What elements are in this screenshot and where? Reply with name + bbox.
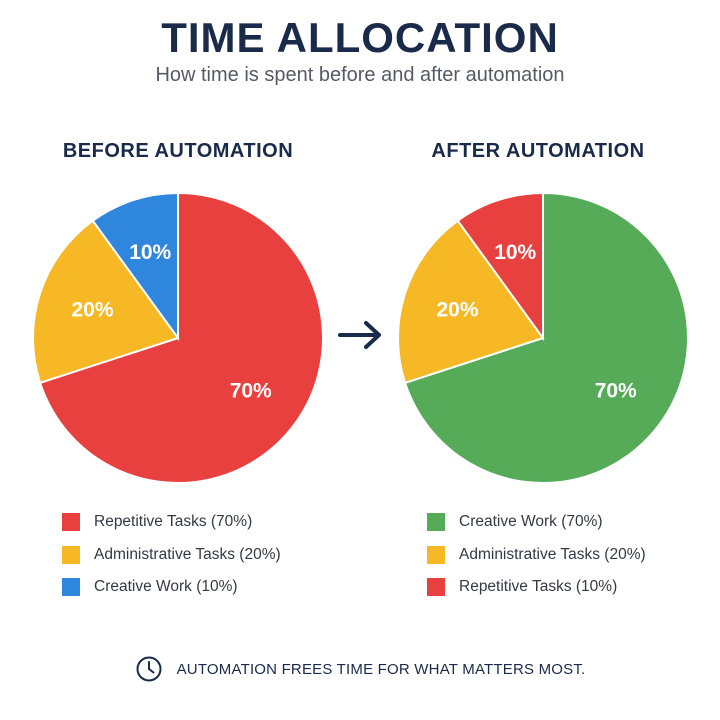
after-legend-label: Creative Work (70%) (459, 513, 603, 531)
before-legend-label: Creative Work (10%) (94, 578, 238, 596)
after-slice-creative-work (403, 191, 689, 484)
after-slice-label: 10% (494, 241, 536, 264)
clock-icon (136, 656, 162, 682)
after-pie-chart: 70% 20% 10% (397, 191, 689, 484)
before-legend-item: Creative Work (10%) (62, 571, 281, 604)
after-legend-swatch (427, 513, 445, 532)
before-pie-chart: 70% 20% 10% (32, 191, 324, 484)
after-slice-administrative-tasks (397, 219, 545, 385)
page-subtitle: How time is spent before and after autom… (155, 64, 565, 86)
before-legend-item: Repetitive Tasks (70%) (62, 506, 281, 539)
before-slice-administrative-tasks (32, 219, 180, 385)
after-slice-repetitive-tasks (456, 191, 544, 342)
after-legend-item: Administrative Tasks (20%) (427, 539, 646, 572)
before-slice-label: 70% (230, 379, 272, 402)
before-legend-label: Repetitive Tasks (70%) (94, 513, 253, 531)
arrow-right-icon (338, 321, 381, 349)
after-legend-item: Creative Work (70%) (427, 506, 646, 539)
after-chart-title: AFTER AUTOMATION (431, 140, 645, 162)
page-title: TIME ALLOCATION (161, 14, 559, 61)
before-slice-repetitive-tasks (38, 191, 324, 484)
after-legend-item: Repetitive Tasks (10%) (427, 571, 646, 604)
after-legend-swatch (427, 578, 445, 597)
after-slice-label: 70% (595, 379, 637, 402)
before-slice-label: 20% (71, 299, 113, 322)
before-legend: Repetitive Tasks (70%) Administrative Tas… (62, 506, 281, 604)
before-legend-item: Administrative Tasks (20%) (62, 539, 281, 572)
before-chart-title: BEFORE AUTOMATION (62, 140, 294, 162)
before-legend-swatch (62, 578, 80, 597)
footer-text: AUTOMATION FREES TIME FOR WHAT MATTERS M… (176, 660, 586, 678)
before-legend-swatch (62, 545, 80, 564)
after-legend-swatch (427, 545, 445, 564)
before-slice-creative-work (91, 191, 179, 342)
footer: AUTOMATION FREES TIME FOR WHAT MATTERS M… (0, 655, 720, 683)
after-legend-label: Administrative Tasks (20%) (459, 545, 646, 563)
before-legend-label: Administrative Tasks (20%) (94, 545, 281, 563)
after-legend: Creative Work (70%) Administrative Tasks … (427, 506, 646, 604)
before-legend-swatch (62, 513, 80, 532)
before-slice-label: 10% (129, 241, 171, 264)
after-slice-label: 20% (436, 299, 478, 322)
after-legend-label: Repetitive Tasks (10%) (459, 578, 618, 596)
